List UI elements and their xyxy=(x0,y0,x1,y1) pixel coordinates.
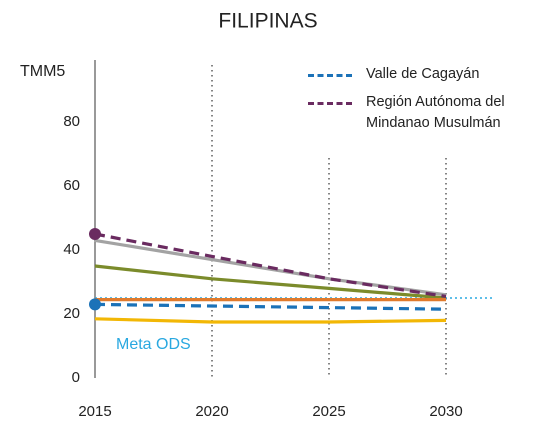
chart-title: FILIPINAS xyxy=(218,10,317,33)
x-tick-label: 2025 xyxy=(312,403,345,420)
series-line xyxy=(94,302,447,311)
legend-label: Valle de Cagayán xyxy=(366,66,480,82)
series-line xyxy=(94,264,447,300)
legend-entry: Valle de Cagayán xyxy=(308,64,548,85)
legend-entry: Región Autónoma del Mindanao Musulmán xyxy=(308,92,548,134)
legend-swatch xyxy=(308,74,352,77)
series-line xyxy=(94,317,447,324)
y-tick-label: 40 xyxy=(63,241,80,258)
x-tick-label: 2015 xyxy=(78,403,111,420)
start-marker xyxy=(89,228,101,240)
legend-label: Región Autónoma del Mindanao Musulmán xyxy=(366,94,505,131)
y-tick-label: 20 xyxy=(63,305,80,322)
y-axis-label: TMM5 xyxy=(20,63,65,80)
y-tick-label: 0 xyxy=(72,369,80,386)
x-tick-label: 2030 xyxy=(429,403,462,420)
y-tick-label: 80 xyxy=(63,113,80,130)
y-tick-label: 60 xyxy=(63,177,80,194)
start-marker xyxy=(89,298,101,311)
legend-swatch xyxy=(308,102,352,105)
x-tick-label: 2020 xyxy=(195,403,228,420)
series-line xyxy=(94,232,447,298)
target-label: Meta ODS xyxy=(116,336,191,353)
legend: Valle de Cagayán Región Autónoma del Mind… xyxy=(308,64,548,141)
